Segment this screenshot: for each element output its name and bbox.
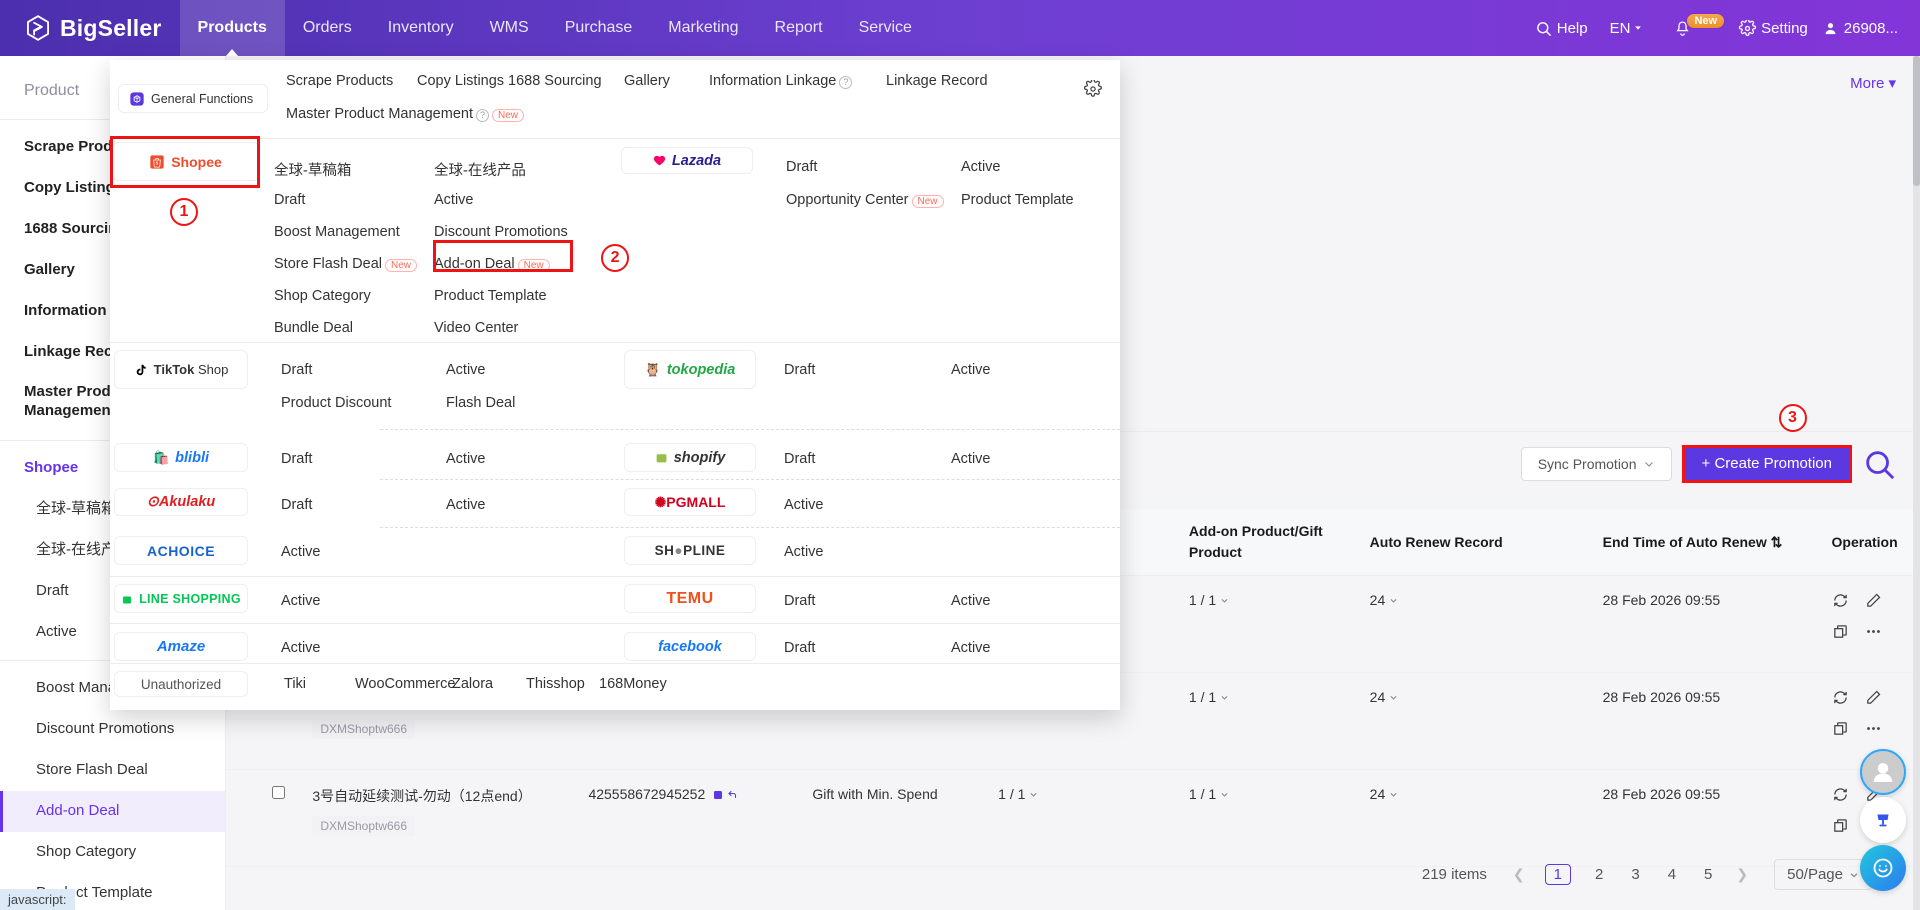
svg-text:S: S xyxy=(156,160,159,165)
